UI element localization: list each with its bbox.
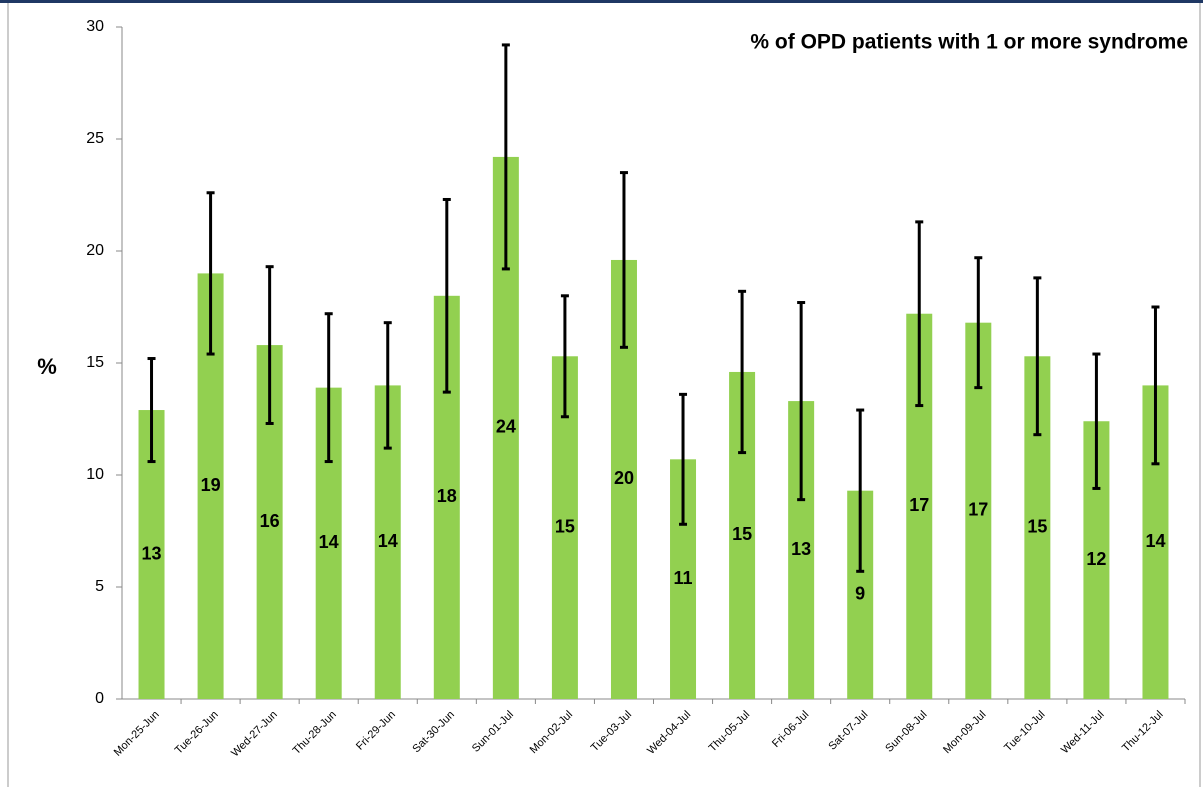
x-tick-label: Fri-29-Jun bbox=[354, 709, 398, 753]
value-label: 17 bbox=[909, 495, 929, 515]
error-bar bbox=[619, 171, 628, 349]
y-tick-label: 5 bbox=[95, 578, 104, 595]
y-tick-label: 25 bbox=[86, 130, 104, 147]
x-tick-label: Mon-09-Jul bbox=[941, 709, 988, 756]
value-label: 14 bbox=[378, 531, 398, 551]
value-label: 14 bbox=[319, 532, 339, 552]
value-label: 12 bbox=[1086, 549, 1106, 569]
x-tick-label: Thu-12-Jul bbox=[1120, 709, 1166, 755]
error-bar bbox=[147, 357, 156, 464]
value-label: 18 bbox=[437, 486, 457, 506]
y-tick-label: 0 bbox=[95, 690, 104, 707]
x-tick-label: Sat-07-Jul bbox=[826, 709, 870, 753]
error-bar bbox=[679, 392, 688, 526]
error-bar bbox=[1092, 352, 1101, 490]
x-tick-label: Thu-05-Jul bbox=[707, 709, 753, 755]
error-bar bbox=[206, 191, 215, 356]
value-label: 24 bbox=[496, 417, 516, 437]
x-tick-label: Tue-26-Jun bbox=[173, 709, 221, 757]
x-tick-label: Thu-28-Jun bbox=[291, 709, 339, 757]
x-tick-label: Fri-06-Jul bbox=[770, 709, 811, 750]
error-bar bbox=[560, 294, 569, 419]
y-tick-label: 15 bbox=[86, 354, 104, 371]
error-bar bbox=[383, 321, 392, 450]
value-label: 11 bbox=[674, 568, 693, 588]
y-tick-label: 30 bbox=[86, 18, 104, 35]
error-bar bbox=[797, 301, 806, 502]
chart-title: % of OPD patients with 1 or more syndrom… bbox=[750, 31, 1188, 54]
x-tick-label: Mon-25-Jun bbox=[112, 709, 162, 759]
error-bar bbox=[856, 408, 865, 573]
x-tick-label: Sat-30-Jun bbox=[410, 709, 457, 756]
y-tick-label: 10 bbox=[86, 466, 104, 483]
x-tick-label: Mon-02-Jul bbox=[528, 709, 575, 756]
value-label: 9 bbox=[855, 584, 865, 604]
value-label: 15 bbox=[732, 524, 752, 544]
error-bar bbox=[915, 220, 924, 408]
error-bar bbox=[501, 43, 510, 271]
value-label: 14 bbox=[1145, 531, 1165, 551]
x-tick-label: Sun-08-Jul bbox=[883, 709, 929, 755]
value-label: 15 bbox=[1027, 516, 1047, 536]
error-bar bbox=[265, 265, 274, 425]
y-axis-label: % bbox=[37, 354, 57, 379]
x-tick-label: Wed-04-Jul bbox=[645, 709, 693, 757]
x-tick-label: Wed-11-Jul bbox=[1059, 709, 1107, 757]
value-label: 13 bbox=[791, 539, 811, 559]
error-bar bbox=[1151, 305, 1160, 466]
error-bar bbox=[324, 312, 333, 464]
error-bar bbox=[1033, 276, 1042, 437]
error-bar bbox=[442, 197, 451, 394]
error-bar bbox=[974, 256, 983, 390]
error-bar bbox=[738, 289, 747, 455]
value-label: 13 bbox=[142, 543, 162, 563]
value-label: 16 bbox=[260, 511, 280, 531]
value-label: 20 bbox=[614, 468, 634, 488]
value-label: 17 bbox=[968, 500, 988, 520]
x-tick-label: Tue-03-Jul bbox=[589, 709, 634, 754]
value-label: 19 bbox=[201, 475, 221, 495]
x-tick-label: Wed-27-Jun bbox=[229, 709, 280, 760]
top-border bbox=[0, 0, 1203, 3]
x-tick-label: Tue-10-Jul bbox=[1002, 709, 1047, 754]
value-label: 15 bbox=[555, 516, 575, 536]
x-tick-label: Sun-01-Jul bbox=[470, 709, 516, 755]
y-tick-label: 20 bbox=[86, 242, 104, 259]
